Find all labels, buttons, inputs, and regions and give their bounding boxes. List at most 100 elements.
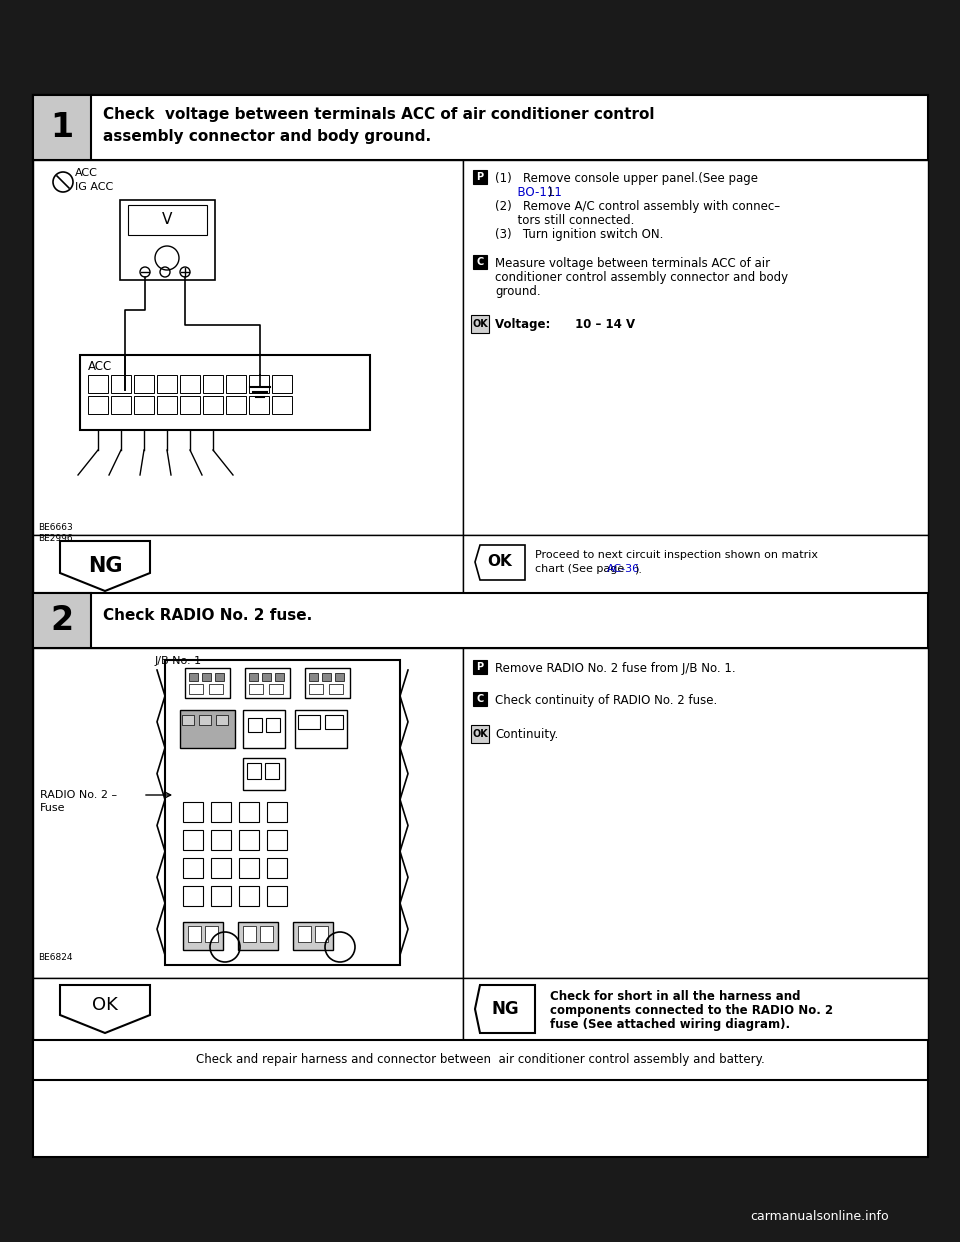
Bar — [189, 673, 198, 681]
Bar — [471, 315, 489, 333]
Text: OK: OK — [488, 554, 513, 570]
Bar — [211, 886, 231, 905]
Text: RADIO No. 2 –: RADIO No. 2 – — [40, 790, 117, 800]
Bar — [266, 718, 280, 732]
Text: ).: ). — [547, 186, 556, 199]
Bar — [215, 673, 224, 681]
Bar — [33, 94, 91, 160]
Text: OK: OK — [472, 319, 488, 329]
Bar — [267, 802, 287, 822]
Text: components connected to the RADIO No. 2: components connected to the RADIO No. 2 — [550, 1004, 833, 1017]
Bar — [226, 375, 246, 392]
Bar — [88, 396, 108, 414]
Text: ).: ). — [634, 564, 642, 574]
Bar — [183, 858, 203, 878]
Text: (2)   Remove A/C control assembly with connec–: (2) Remove A/C control assembly with con… — [495, 200, 780, 212]
Text: Remove RADIO No. 2 fuse from J/B No. 1.: Remove RADIO No. 2 fuse from J/B No. 1. — [495, 662, 735, 674]
Bar — [203, 375, 223, 392]
Bar — [248, 718, 262, 732]
Bar — [211, 830, 231, 850]
Text: NG: NG — [492, 1000, 518, 1018]
Bar — [211, 802, 231, 822]
Bar — [272, 375, 292, 392]
Bar — [157, 396, 177, 414]
Bar — [305, 668, 350, 698]
Bar — [473, 692, 487, 705]
Bar — [473, 660, 487, 674]
Bar — [245, 668, 290, 698]
Text: Voltage:      10 – 14 V: Voltage: 10 – 14 V — [495, 318, 636, 332]
Text: tors still connected.: tors still connected. — [495, 214, 635, 227]
Bar — [33, 592, 928, 648]
Text: V: V — [162, 212, 173, 227]
Bar — [329, 684, 343, 694]
Bar — [120, 200, 215, 279]
Text: 2: 2 — [51, 604, 74, 637]
Bar — [309, 673, 318, 681]
Bar — [88, 375, 108, 392]
Bar — [33, 160, 463, 535]
Text: carmanualsonline.info: carmanualsonline.info — [750, 1210, 889, 1223]
Polygon shape — [60, 985, 150, 1033]
Bar — [243, 927, 256, 941]
Bar — [128, 205, 207, 235]
Bar — [243, 758, 285, 790]
Bar — [267, 858, 287, 878]
Bar — [272, 396, 292, 414]
Bar — [315, 927, 328, 941]
Text: chart (See page: chart (See page — [535, 564, 628, 574]
Bar — [275, 673, 284, 681]
Text: P: P — [476, 662, 484, 672]
Text: C: C — [476, 257, 484, 267]
Bar — [247, 763, 261, 779]
Text: OK: OK — [92, 996, 118, 1013]
Polygon shape — [60, 542, 150, 591]
Bar — [183, 830, 203, 850]
Bar — [33, 535, 463, 592]
Bar — [463, 977, 928, 1040]
Text: Check RADIO No. 2 fuse.: Check RADIO No. 2 fuse. — [103, 609, 312, 623]
Bar — [463, 648, 928, 977]
Bar — [322, 673, 331, 681]
Text: NG: NG — [87, 556, 122, 576]
Text: (3)   Turn ignition switch ON.: (3) Turn ignition switch ON. — [495, 229, 663, 241]
Text: P: P — [476, 171, 484, 183]
Bar — [33, 94, 928, 160]
Text: Continuity.: Continuity. — [495, 728, 559, 741]
Bar — [249, 375, 269, 392]
Bar — [33, 648, 463, 977]
Text: ACC: ACC — [75, 168, 98, 178]
Bar — [473, 170, 487, 184]
Bar — [209, 684, 223, 694]
Text: Check continuity of RADIO No. 2 fuse.: Check continuity of RADIO No. 2 fuse. — [495, 694, 717, 707]
Bar — [249, 673, 258, 681]
Bar — [463, 160, 928, 535]
Bar — [111, 396, 131, 414]
Bar — [239, 802, 259, 822]
Text: assembly connector and body ground.: assembly connector and body ground. — [103, 129, 431, 144]
Bar — [249, 396, 269, 414]
Bar — [111, 375, 131, 392]
Bar — [325, 715, 343, 729]
Bar — [473, 255, 487, 270]
Bar — [33, 94, 928, 1158]
Text: OK: OK — [472, 729, 488, 739]
Bar — [180, 710, 235, 748]
Bar — [293, 922, 333, 950]
Bar — [211, 858, 231, 878]
Bar — [165, 660, 400, 965]
Text: ground.: ground. — [495, 284, 540, 298]
Bar — [226, 396, 246, 414]
Text: Fuse: Fuse — [40, 804, 65, 814]
Text: Check and repair harness and connector between  air conditioner control assembly: Check and repair harness and connector b… — [196, 1053, 765, 1067]
Bar — [239, 886, 259, 905]
Bar — [267, 886, 287, 905]
Bar — [202, 673, 211, 681]
Bar — [309, 684, 323, 694]
Bar — [205, 927, 218, 941]
Bar — [183, 922, 223, 950]
Bar — [183, 886, 203, 905]
Bar — [295, 710, 347, 748]
Bar — [134, 375, 154, 392]
Text: Check  voltage between terminals ACC of air conditioner control: Check voltage between terminals ACC of a… — [103, 107, 655, 122]
